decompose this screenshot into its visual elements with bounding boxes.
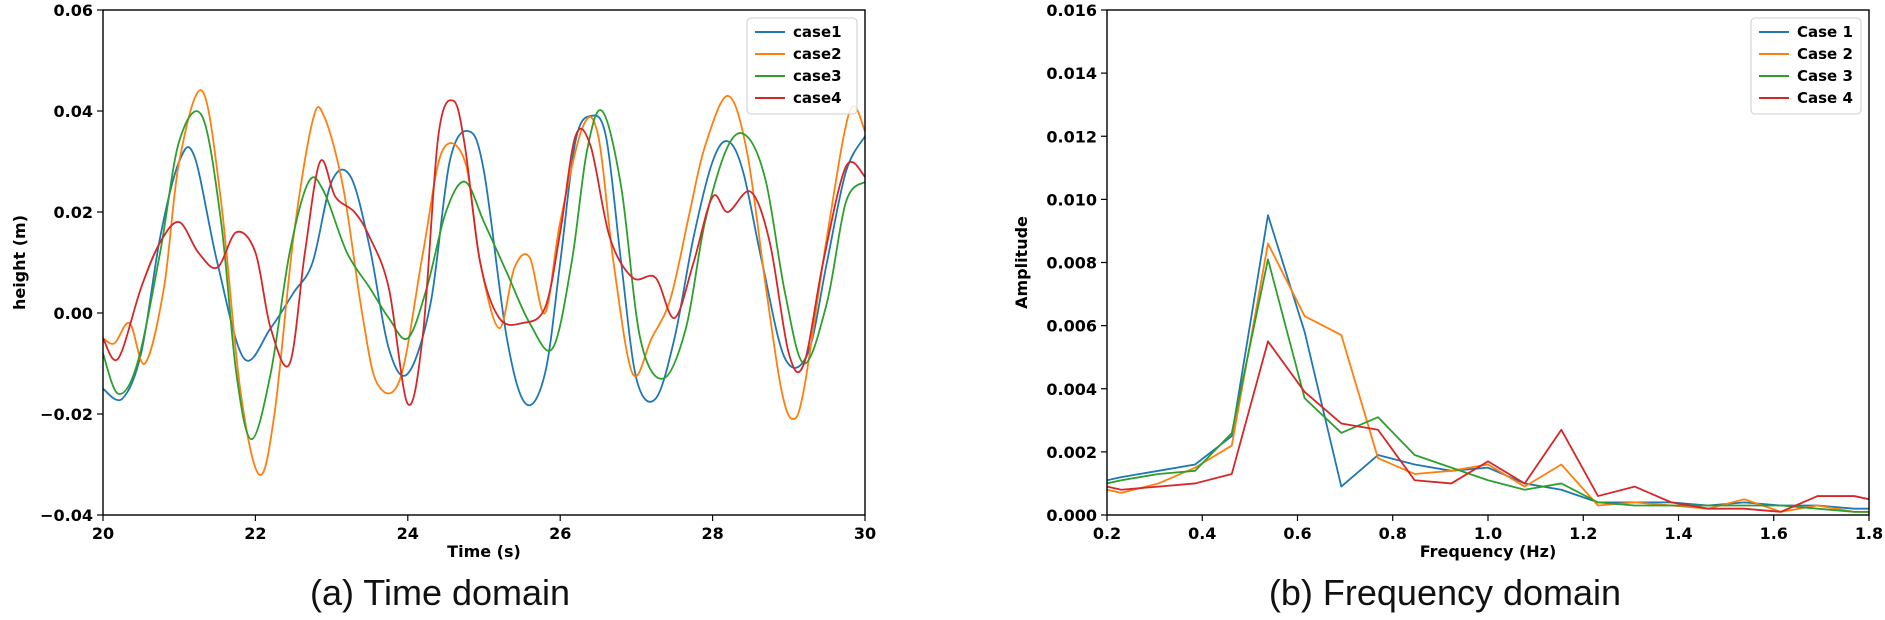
y-tick-label: 0.02 [54,203,93,222]
y-tick-label: 0.000 [1046,506,1097,525]
x-tick-label: 0.4 [1188,524,1216,543]
time-domain-x-ticks: 20 22 24 26 28 30 [92,515,876,543]
frequency-domain-y-ticks: 0.000 0.002 0.004 0.006 0.008 0.010 0.012 0.014… [1046,1,1107,525]
x-tick-label: 30 [854,524,876,543]
x-tick-label: 26 [549,524,571,543]
time-domain-axes-frame [102,9,866,516]
frequency-domain-y-axis-label: Amplitude [1012,216,1031,309]
legend-entry-case4: case4 [793,89,842,107]
time-domain-legend: case1 case2 case3 case4 [746,17,858,115]
legend-entry-case-3: Case 3 [1797,67,1853,85]
series-line-case4 [103,99,865,406]
y-tick-label: 0.002 [1046,443,1097,462]
time-domain-y-ticks: −0.04 −0.02 0.00 0.02 0.04 0.06 [40,1,103,525]
caption-time-domain: (a) Time domain [309,572,571,613]
y-tick-label: −0.02 [40,405,93,424]
y-tick-label: −0.04 [40,506,93,525]
y-tick-label: 0.004 [1046,380,1097,399]
legend-box [1750,17,1862,115]
x-tick-label: 0.2 [1093,524,1121,543]
x-tick-label: 1.4 [1664,524,1692,543]
caption-frequency-domain: (b) Frequency domain [1268,572,1622,613]
x-tick-label: 1.0 [1474,524,1502,543]
frequency-domain-chart: 0.2 0.4 0.6 0.8 1.0 1.2 1.4 1.6 1.8 0.0000.0020.… [1012,1,1883,561]
series-line-case-4 [1107,340,1869,513]
x-tick-label: 0.6 [1283,524,1311,543]
legend-entry-case-1: Case 1 [1797,23,1853,41]
legend-box [746,17,858,115]
time-domain-y-axis-label: height (m) [10,215,29,310]
series-line-case-3 [1107,258,1869,513]
x-tick-label: 20 [92,524,114,543]
legend-entry-case2: case2 [793,45,842,63]
x-tick-label: 1.6 [1760,524,1788,543]
frequency-domain-legend: Case 1 Case 2 Case 3 Case 4 [1750,17,1862,115]
y-tick-label: 0.06 [54,1,93,20]
series-line-case-2 [1107,242,1869,513]
x-tick-label: 28 [701,524,723,543]
y-tick-label: 0.016 [1046,1,1097,20]
x-tick-label: 24 [397,524,419,543]
time-domain-x-axis-label: Time (s) [447,542,521,561]
y-tick-label: 0.00 [54,304,93,323]
time-domain-series-layer [103,89,865,476]
x-tick-label: 1.8 [1855,524,1883,543]
time-domain-chart: 20 22 24 26 28 30 −0.04−0.020.000.020.040.06 … [10,1,876,561]
y-tick-label: 0.04 [54,102,93,121]
x-tick-label: 0.8 [1379,524,1407,543]
y-tick-label: 0.014 [1046,64,1097,83]
frequency-domain-x-ticks: 0.2 0.4 0.6 0.8 1.0 1.2 1.4 1.6 1.8 [1093,515,1883,543]
series-line-case1 [103,114,865,407]
frequency-domain-x-axis-label: Frequency (Hz) [1420,542,1557,561]
legend-entry-case3: case3 [793,67,842,85]
y-tick-label: 0.010 [1046,190,1097,209]
frequency-domain-series-layer [1107,214,1869,513]
y-tick-label: 0.006 [1046,317,1097,336]
y-tick-label: 0.008 [1046,254,1097,273]
x-tick-label: 1.2 [1569,524,1597,543]
series-line-case3 [103,109,865,441]
y-tick-label: 0.012 [1046,127,1097,146]
legend-entry-case-2: Case 2 [1797,45,1853,63]
x-tick-label: 22 [244,524,266,543]
legend-entry-case1: case1 [793,23,842,41]
legend-entry-case-4: Case 4 [1797,89,1853,107]
